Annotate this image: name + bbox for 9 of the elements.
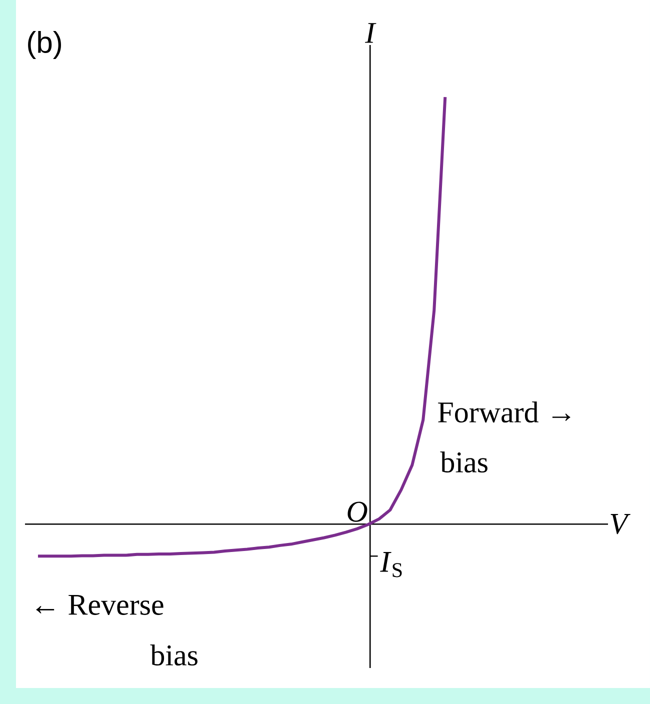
- text: V: [610, 514, 630, 534]
- annotation: O: [348, 502, 368, 522]
- y-axis-title: I: [364, 23, 376, 43]
- text: ← Reverse: [36, 595, 164, 615]
- annotation: Forward →: [438, 401, 570, 423]
- chart-title: (b): [28, 31, 61, 59]
- text: bias: [150, 644, 198, 666]
- annotation: bias: [440, 451, 488, 473]
- annotation: I$_{S}$: [380, 552, 402, 578]
